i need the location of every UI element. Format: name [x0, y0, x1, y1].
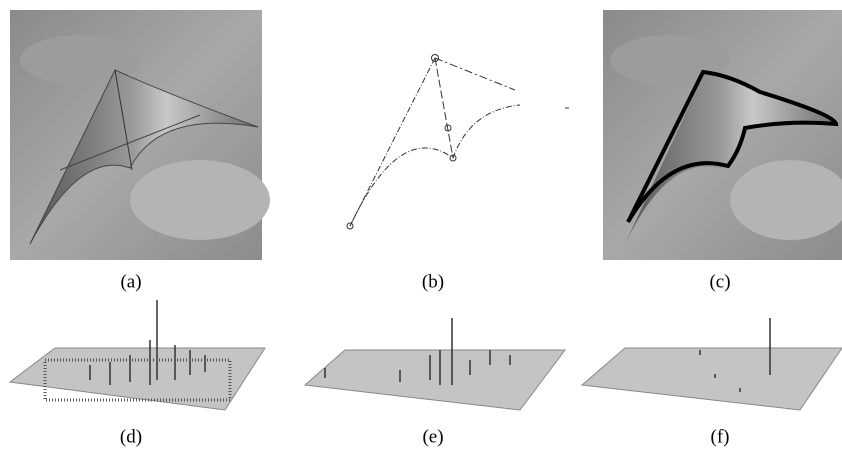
panel-e-surface: [305, 318, 565, 410]
panel-b-sketch: [347, 55, 569, 230]
panel-label: (e): [422, 426, 443, 447]
panel-label: (b): [422, 271, 444, 292]
panel-f-surface: [582, 318, 842, 410]
panel-label: (d): [120, 426, 142, 447]
panel-d-surface: [10, 300, 265, 410]
panel-label: (f): [711, 426, 730, 447]
panel-c-image: [603, 10, 842, 260]
panel-label: (a): [120, 271, 141, 292]
panel-label: (c): [709, 271, 730, 292]
figure: (a) (b) (c) (d) (e) (f): [0, 0, 842, 457]
panel-a-image: [10, 10, 270, 260]
